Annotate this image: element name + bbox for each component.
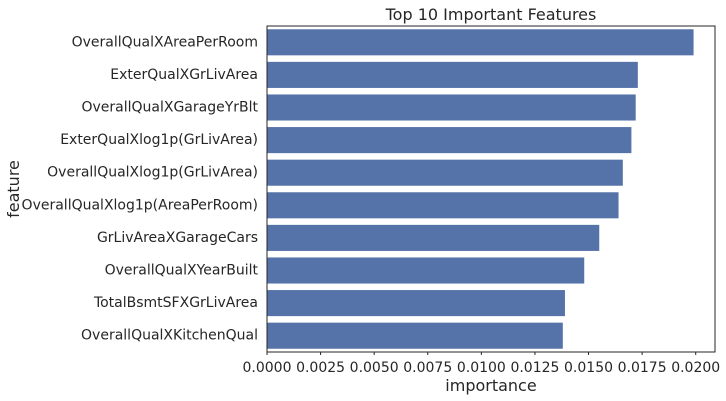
bar-7 [267,224,600,251]
y-tick-label: OverallQualXYearBuilt [105,263,259,279]
x-tick-label: 0.0150 [564,360,613,376]
bar-10 [267,322,563,349]
y-axis-label: feature [4,160,23,218]
y-tick-label: OverallQualXKitchenQual [81,328,258,344]
bar-5 [267,159,623,186]
x-tick-label: 0.0100 [457,360,506,376]
y-tick-label: OverallQualXlog1p(AreaPerRoom) [22,197,258,213]
x-axis-label: importance [445,376,536,395]
x-tick-label: 0.0200 [671,360,720,376]
y-tick-label: ExterQualXGrLivArea [110,67,258,83]
bar-6 [267,192,619,219]
bar-4 [267,127,632,154]
y-tick-label: GrLivAreaXGarageCars [97,230,258,246]
y-tick-label: OverallQualXAreaPerRoom [72,34,258,50]
x-tick-label: 0.0075 [403,360,452,376]
bars-group [267,29,694,349]
x-tick-label: 0.0175 [618,360,667,376]
x-tick-label: 0.0125 [510,360,559,376]
bar-9 [267,290,565,317]
plot-frame [266,25,716,353]
y-tick-label: OverallQualXlog1p(GrLivArea) [47,165,258,181]
bar-2 [267,61,638,88]
bar-3 [267,94,636,121]
x-ticks: 0.0000 0.0025 0.0050 0.0075 0.0100 0.0125 0.01… [243,352,720,376]
x-tick-label: 0.0000 [243,360,292,376]
x-tick-label: 0.0050 [350,360,399,376]
y-tick-labels: OverallQualXAreaPerRoom ExterQualXGrLivAr… [22,34,259,343]
y-tick-label: ExterQualXlog1p(GrLivArea) [60,132,258,148]
bar-8 [267,257,585,284]
y-tick-label: OverallQualXGarageYrBlt [81,100,258,116]
bar-1 [267,29,694,56]
y-tick-label: TotalBsmtSFXGrLivArea [93,295,258,311]
x-tick-label: 0.0025 [296,360,345,376]
chart-title: Top 10 Important Features [385,5,597,24]
